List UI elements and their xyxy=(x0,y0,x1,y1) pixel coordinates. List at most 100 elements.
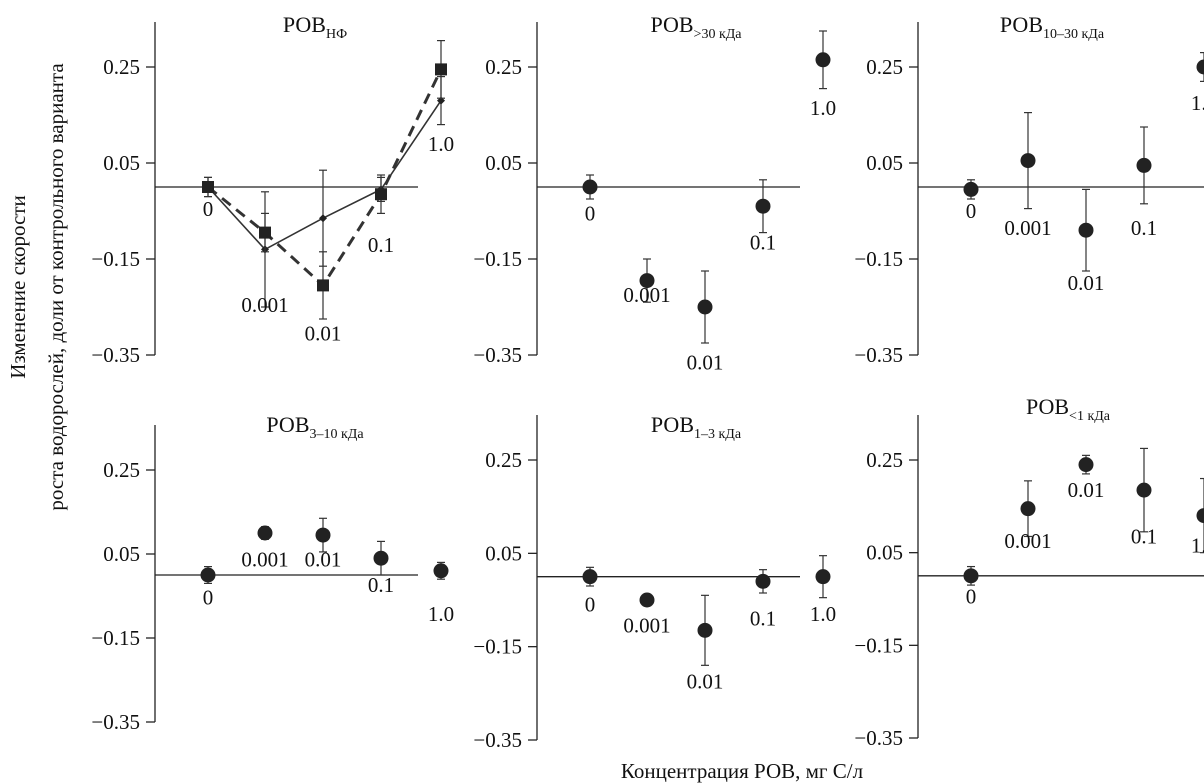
data-point xyxy=(1136,157,1152,173)
y-tick-label: 0.25 xyxy=(103,55,140,79)
point-label: 0.001 xyxy=(623,614,670,638)
data-point-square xyxy=(259,226,271,239)
y-tick-label: −0.35 xyxy=(854,343,903,367)
point-label: 0 xyxy=(203,585,214,609)
y-tick-label: −0.35 xyxy=(91,710,140,734)
panel-title-subscript: >30 кДа xyxy=(694,27,743,42)
point-label: 1.0 xyxy=(810,602,836,626)
y-tick-label: 0.05 xyxy=(866,541,903,565)
chart-panel-1: 0.25 0.05 −0.15 −0.35 РОВНФ 0 0.001 0.01 0.1 1.0 xyxy=(91,12,454,367)
data-point xyxy=(433,563,449,579)
point-label: 0.1 xyxy=(1131,524,1157,548)
panel-title-main: РОВ xyxy=(266,412,309,437)
data-point xyxy=(815,52,831,68)
point-label: 0.01 xyxy=(1068,271,1105,295)
data-point xyxy=(639,592,655,608)
data-point xyxy=(1136,482,1152,498)
y-tick-label: 0.05 xyxy=(103,151,140,175)
point-label: 1.0 xyxy=(428,602,454,626)
panel-title: РОВ10–30 кДа xyxy=(1000,12,1105,42)
y-tick-label: −0.15 xyxy=(854,633,903,657)
point-label: 0.001 xyxy=(1004,216,1051,240)
data-point xyxy=(200,567,216,583)
point-label: 1.0 xyxy=(1191,534,1204,558)
series-line-dashed xyxy=(207,68,443,288)
point-label: 0.1 xyxy=(750,230,776,254)
panel-title: РОВ<1 кДа xyxy=(1026,394,1111,424)
y-tick-label: 0.25 xyxy=(103,458,140,482)
y-tick-label: 0.05 xyxy=(866,151,903,175)
y-tick-label: −0.35 xyxy=(91,343,140,367)
data-point xyxy=(697,622,713,638)
y-tick-label: 0.25 xyxy=(485,448,522,472)
panel-title-subscript: 1–3 кДа xyxy=(694,427,742,442)
y-tick-label: −0.35 xyxy=(473,343,522,367)
panel-title-subscript: 10–30 кДа xyxy=(1043,27,1105,42)
point-label: 0 xyxy=(203,197,214,221)
y-axis-title-line1: Изменение скорости xyxy=(6,195,30,379)
data-point xyxy=(373,550,389,566)
data-point xyxy=(815,569,831,585)
data-point xyxy=(1078,457,1094,473)
panel-title: РОВ>30 кДа xyxy=(650,12,742,42)
data-point-square xyxy=(375,188,387,201)
data-point xyxy=(1196,59,1204,75)
x-axis-title: Концентрация РОВ, мг C/л xyxy=(621,759,863,783)
point-label: 1.0 xyxy=(810,96,836,120)
data-point xyxy=(755,198,771,214)
point-label: 0.1 xyxy=(368,233,394,257)
point-label: 1.0 xyxy=(428,132,454,156)
y-tick-label: −0.15 xyxy=(91,247,140,271)
point-label: 0.01 xyxy=(687,350,724,374)
panel-title-main: РОВ xyxy=(651,412,694,437)
point-label: 0.001 xyxy=(241,293,288,317)
y-tick-label: 0.25 xyxy=(866,55,903,79)
point-label: 0.001 xyxy=(241,548,288,572)
panel-title-subscript: <1 кДа xyxy=(1069,409,1111,424)
data-point-square xyxy=(435,63,447,76)
point-label: 0.001 xyxy=(623,283,670,307)
data-point xyxy=(697,299,713,315)
y-tick-label: −0.35 xyxy=(473,728,522,752)
panel-title-subscript: НФ xyxy=(326,27,347,42)
data-point xyxy=(1196,508,1204,524)
panel-title-main: РОВ xyxy=(283,12,326,37)
data-point xyxy=(639,273,655,289)
point-label: 0.001 xyxy=(1004,529,1051,553)
panel-title-subscript: 3–10 кДа xyxy=(310,427,365,442)
y-tick-label: −0.35 xyxy=(854,726,903,750)
chart-panels: 0.250.05−0.15−0.35РОВНФ00.0010.010.11.00… xyxy=(91,12,1204,752)
panel-title-main: РОВ xyxy=(1000,12,1043,37)
chart-panel-5: 0.25 0.05 −0.15 −0.35 РОВ1–3 кДа 0 0.001 0.01 0.… xyxy=(473,412,836,752)
y-tick-label: −0.15 xyxy=(473,247,522,271)
point-label: 0.1 xyxy=(1131,216,1157,240)
point-label: 0.01 xyxy=(305,548,342,572)
panel-title: РОВНФ xyxy=(283,12,347,42)
point-label: 0.1 xyxy=(368,573,394,597)
point-label: 0.01 xyxy=(687,670,724,694)
data-point-diamond xyxy=(319,214,327,223)
point-label: 0.01 xyxy=(1068,478,1105,502)
panel-title-main: РОВ xyxy=(650,12,693,37)
y-tick-label: −0.15 xyxy=(854,247,903,271)
y-tick-label: 0.25 xyxy=(866,448,903,472)
panel-title: РОВ1–3 кДа xyxy=(651,412,742,442)
data-point xyxy=(1078,222,1094,238)
panel-title-main: РОВ xyxy=(1026,394,1069,419)
y-axis-title-line2: роста водорослей, доли от контрольного в… xyxy=(44,63,68,511)
point-label: 0.1 xyxy=(750,607,776,631)
point-label: 0.01 xyxy=(305,322,342,346)
point-label: 1.0 xyxy=(1191,91,1204,115)
data-point xyxy=(963,568,979,584)
y-tick-label: 0.05 xyxy=(485,151,522,175)
chart-panel-3: 0.25 0.05 −0.15 −0.35 РОВ10–30 кДа 0 0.001 0.01… xyxy=(854,12,1204,367)
data-point xyxy=(582,179,598,195)
data-point xyxy=(963,181,979,197)
data-point xyxy=(582,569,598,585)
point-label: 0 xyxy=(585,593,596,617)
point-label: 0 xyxy=(966,199,977,223)
y-tick-label: 0.05 xyxy=(103,542,140,566)
data-point xyxy=(755,573,771,589)
data-point xyxy=(315,527,331,543)
